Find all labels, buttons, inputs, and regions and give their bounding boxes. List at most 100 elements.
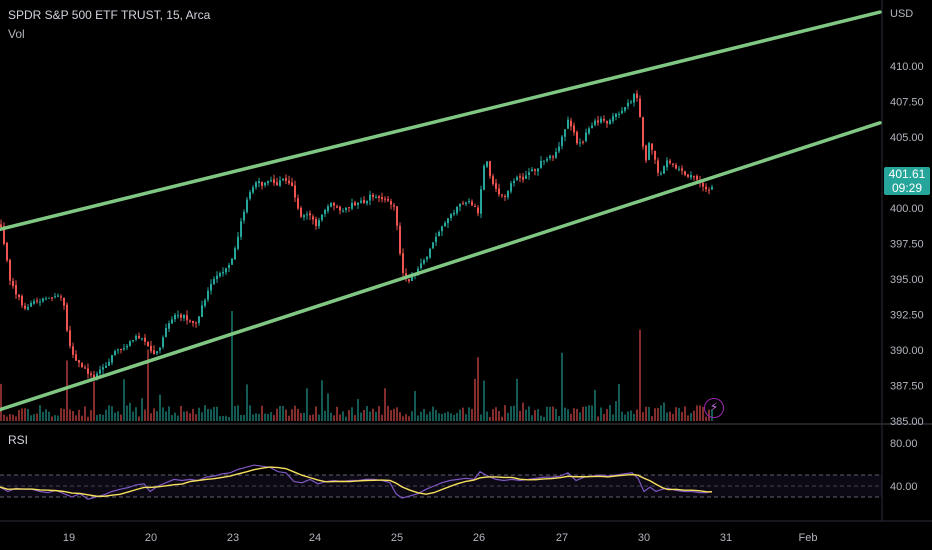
volume-bar (228, 416, 230, 421)
candle-body (540, 160, 542, 168)
candle-body (453, 212, 455, 215)
volume-label[interactable]: Vol (8, 27, 25, 41)
volume-bar (33, 414, 35, 421)
candle-body (42, 298, 44, 302)
candle-body (420, 263, 422, 269)
candle-body (465, 202, 467, 205)
candle-body (288, 180, 290, 184)
volume-bar (498, 411, 500, 421)
candle-body (249, 192, 251, 199)
volume-bar (186, 411, 188, 421)
rsi-line (0, 464, 713, 500)
volume-bar (441, 413, 443, 421)
candle-body (561, 136, 563, 146)
volume-bar (120, 414, 122, 421)
candle-body (213, 278, 215, 285)
volume-bar (225, 415, 227, 421)
candle-body (546, 159, 548, 161)
volume-bar (234, 406, 236, 421)
candle-body (495, 183, 497, 189)
price-candles (0, 90, 713, 381)
lightning-bolt-icon[interactable]: ⚡ (704, 398, 724, 418)
candle-body (216, 275, 218, 280)
volume-bar (483, 380, 485, 421)
price-tick-label: 400.00 (890, 203, 924, 215)
volume-bar (9, 414, 11, 421)
volume-bar (318, 414, 320, 421)
candle-body (78, 360, 80, 363)
candle-body (630, 101, 632, 103)
candle-body (207, 290, 209, 300)
candle-body (462, 203, 464, 205)
volume-bar (699, 405, 701, 421)
candle-body (159, 347, 161, 351)
candle-body (645, 145, 647, 161)
candle-body (114, 350, 116, 356)
volume-bar (633, 413, 635, 421)
candle-body (441, 226, 443, 232)
upper-channel-line[interactable] (0, 10, 882, 232)
time-tick-label: 30 (638, 532, 650, 544)
candle-body (354, 202, 356, 206)
volume-bar (579, 412, 581, 421)
volume-bar (705, 416, 707, 421)
candle-body (165, 327, 167, 337)
volume-bar (24, 408, 26, 421)
volume-bar (276, 408, 278, 421)
candle-body (675, 164, 677, 169)
volume-bar (111, 406, 113, 421)
volume-bar (477, 357, 479, 421)
time-tick-label: 27 (556, 532, 568, 544)
volume-bar (105, 409, 107, 421)
time-tick-label: 20 (145, 532, 157, 544)
volume-bar (135, 407, 137, 421)
lower-channel-line[interactable] (0, 121, 882, 412)
candle-body (342, 210, 344, 212)
time-tick-label: 24 (309, 532, 321, 544)
volume-bar (81, 415, 83, 421)
volume-bar (366, 406, 368, 421)
volume-bar (651, 416, 653, 421)
candle-body (567, 119, 569, 129)
volume-bar (96, 415, 98, 421)
candle-body (129, 341, 131, 347)
volume-bar (396, 407, 398, 421)
volume-bar (540, 415, 542, 421)
candle-body (648, 143, 650, 160)
rsi-label[interactable]: RSI (8, 433, 29, 447)
candle-body (267, 181, 269, 184)
candle-body (0, 224, 2, 228)
volume-bar (18, 410, 20, 421)
candle-body (711, 186, 713, 190)
volume-bar (486, 411, 488, 421)
time-tick-label: 23 (227, 532, 239, 544)
volume-bar (306, 388, 308, 421)
volume-bar (312, 414, 314, 421)
volume-bar (417, 415, 419, 421)
candle-body (663, 166, 665, 174)
volume-bar (525, 409, 527, 421)
price-tick-label: 405.00 (890, 132, 924, 144)
volume-bar (453, 414, 455, 421)
volume-bar (537, 409, 539, 421)
volume-bar (294, 405, 296, 421)
volume-bar (636, 409, 638, 421)
candle-body (696, 175, 698, 180)
symbol-title[interactable]: SPDR S&P 500 ETF TRUST, 15, Arca (8, 8, 211, 22)
candle-body (444, 222, 446, 227)
candle-body (612, 116, 614, 122)
candle-body (225, 268, 227, 273)
price-tick-label: 385.00 (890, 416, 924, 428)
volume-bar (189, 413, 191, 421)
volume-bar (267, 413, 269, 421)
candle-body (177, 315, 179, 317)
volume-bar (675, 407, 677, 421)
volume-bar (99, 413, 101, 421)
candle-body (327, 206, 329, 212)
volume-bar (615, 401, 617, 421)
volume-bar (93, 381, 95, 421)
candle-body (180, 314, 182, 318)
volume-bar (288, 415, 290, 421)
candle-body (432, 242, 434, 249)
